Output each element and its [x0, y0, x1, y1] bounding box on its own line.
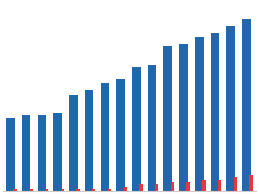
Bar — [226, 26, 235, 191]
Bar — [155, 184, 159, 191]
Bar — [218, 180, 221, 191]
Bar — [116, 79, 125, 191]
Bar — [6, 118, 15, 191]
Bar — [69, 95, 78, 191]
Bar — [124, 187, 127, 191]
Bar — [53, 113, 62, 191]
Bar — [100, 83, 109, 191]
Bar — [13, 189, 17, 191]
Bar — [22, 115, 31, 191]
Bar — [61, 189, 64, 191]
Bar — [186, 182, 190, 191]
Bar — [76, 189, 80, 191]
Bar — [38, 115, 46, 191]
Bar — [85, 90, 93, 191]
Bar — [108, 189, 111, 191]
Bar — [45, 189, 48, 191]
Bar — [148, 65, 156, 191]
Bar — [139, 184, 143, 191]
Bar — [249, 175, 253, 191]
Bar — [234, 178, 237, 191]
Bar — [242, 19, 251, 191]
Bar — [202, 180, 206, 191]
Bar — [132, 67, 141, 191]
Bar — [211, 33, 219, 191]
Bar — [163, 46, 172, 191]
Bar — [92, 189, 96, 191]
Bar — [179, 44, 188, 191]
Bar — [171, 182, 174, 191]
Bar — [195, 37, 204, 191]
Bar — [29, 189, 33, 191]
